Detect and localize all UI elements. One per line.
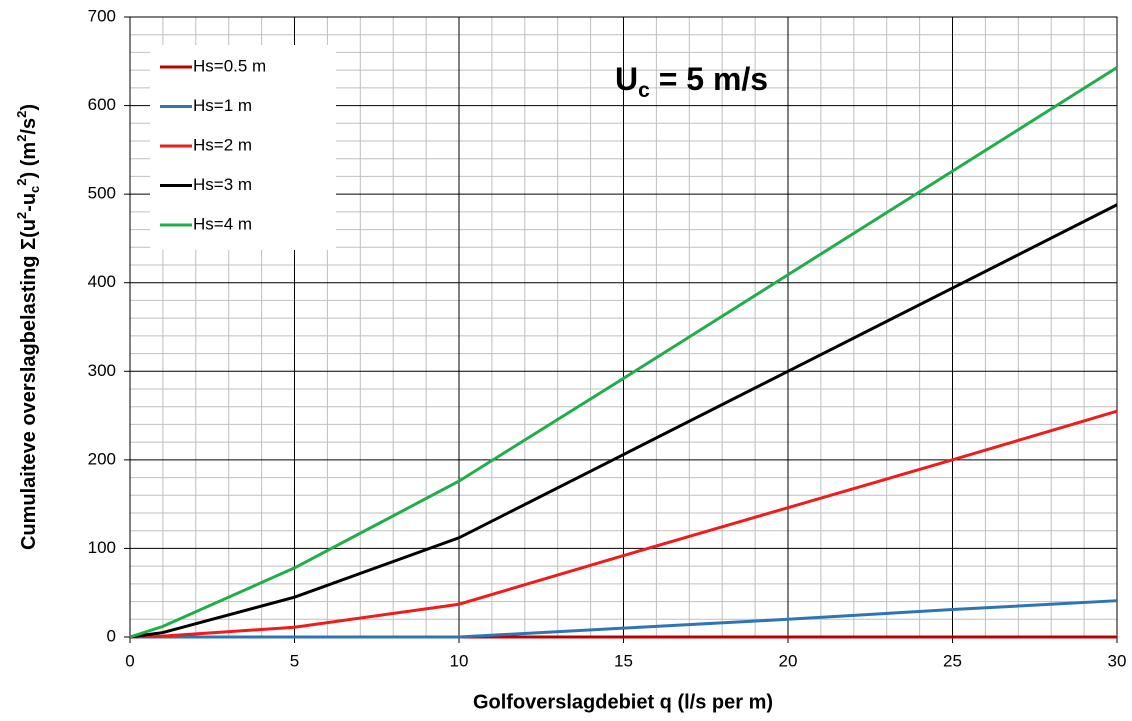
y-label-part: -u xyxy=(18,193,40,212)
legend: Hs=0.5 m Hs=1 m Hs=2 m Hs=3 m Hs=4 m xyxy=(150,45,336,250)
annotation-sub: c xyxy=(638,79,650,102)
y-tick-label: 700 xyxy=(88,6,116,25)
annotation-part: = 5 m/s xyxy=(650,61,768,97)
y-axis-label: Cumulaiteve overslagbelasting Σ(u2-uc2) … xyxy=(14,104,42,550)
series-line xyxy=(129,66,1118,639)
legend-label: Hs=0.5 m xyxy=(193,56,266,75)
y-label-part: ) (m xyxy=(18,142,40,179)
annotation: Uc = 5 m/s xyxy=(615,61,768,101)
legend-label: Hs=1 m xyxy=(193,96,252,115)
annotation-part: U xyxy=(615,61,638,97)
x-tick-label: 15 xyxy=(614,651,633,670)
x-tick-label: 25 xyxy=(943,651,962,670)
x-axis-label: Golfoverslagdebiet q (l/s per m) xyxy=(473,691,773,713)
y-label-sup: 2 xyxy=(14,111,29,118)
y-tick-label: 300 xyxy=(88,361,116,380)
x-tick-label: 5 xyxy=(290,651,299,670)
y-label-sup: 2 xyxy=(14,212,29,219)
y-label-sub: c xyxy=(27,186,42,193)
y-tick-label: 100 xyxy=(88,538,116,557)
series-line xyxy=(129,409,1118,639)
series-line xyxy=(130,599,1118,639)
y-tick-label: 500 xyxy=(88,184,116,203)
x-tick-label: 30 xyxy=(1108,651,1127,670)
x-tick-label: 20 xyxy=(779,651,798,670)
plot xyxy=(129,66,1118,639)
y-label-sup: 2 xyxy=(14,178,29,185)
y-label-part: ) xyxy=(18,104,40,111)
y-tick-label: 400 xyxy=(88,272,116,291)
y-tick-label: 200 xyxy=(88,449,116,468)
y-label-part: /s xyxy=(18,118,40,135)
y-label-sup: 2 xyxy=(14,135,29,142)
y-tick-label: 600 xyxy=(88,95,116,114)
y-tick-label: 0 xyxy=(107,626,116,645)
series-line xyxy=(129,203,1118,639)
x-tick-label: 0 xyxy=(125,651,134,670)
legend-label: Hs=3 m xyxy=(193,175,252,194)
x-tick-label: 10 xyxy=(450,651,469,670)
legend-label: Hs=4 m xyxy=(193,214,252,233)
legend-label: Hs=2 m xyxy=(193,135,252,154)
y-label-part: Cumulaiteve overslagbelasting Σ(u xyxy=(18,219,40,550)
